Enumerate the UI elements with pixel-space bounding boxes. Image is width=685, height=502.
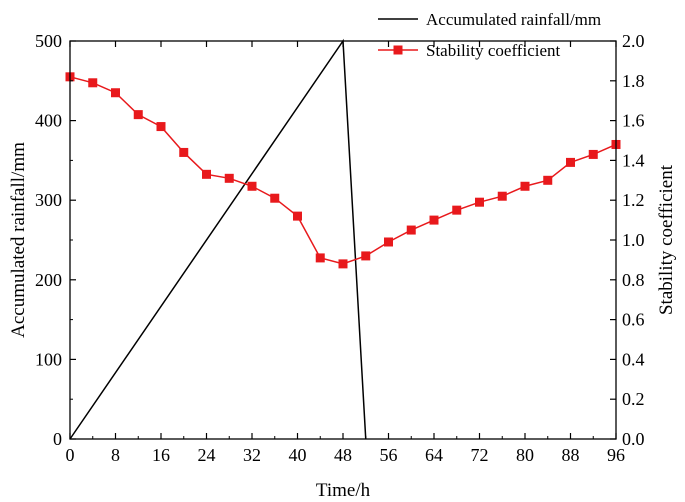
x-axis-title: Time/h	[316, 480, 371, 501]
stability-point	[111, 88, 120, 98]
stability-point	[475, 197, 484, 207]
stability-point	[224, 173, 234, 183]
stability-point	[406, 225, 416, 235]
right-y-tick-label: 2.0	[622, 31, 645, 51]
right-y-axis-title: Stability coefficient	[656, 164, 677, 315]
stability-point	[588, 149, 598, 159]
x-tick-label: 88	[562, 445, 580, 465]
stability-point	[247, 181, 257, 191]
x-tick-label: 56	[380, 445, 398, 465]
x-tick-label: 64	[425, 445, 443, 465]
stability-point	[202, 169, 211, 179]
stability-point	[452, 205, 462, 215]
right-y-tick-label: 1.2	[622, 190, 645, 210]
legend-rainfall-label: Accumulated rainfall/mm	[426, 10, 601, 29]
legend: Accumulated rainfall/mm Stability coeffi…	[378, 10, 601, 60]
stability-point	[88, 78, 98, 88]
left-y-tick-label: 300	[35, 190, 62, 210]
x-tick-label: 80	[516, 445, 534, 465]
stability-point	[497, 191, 507, 201]
right-y-tick-label: 0.2	[622, 389, 645, 409]
stability-point	[566, 157, 575, 167]
x-tick-label: 96	[607, 445, 625, 465]
right-y-tick-label: 1.8	[622, 71, 645, 91]
left-y-tick-label: 100	[35, 349, 62, 369]
stability-point	[384, 237, 393, 247]
stability-point	[156, 122, 166, 132]
legend-stability-marker-swatch	[393, 45, 403, 55]
x-tick-label: 32	[243, 445, 261, 465]
stability-point	[133, 110, 143, 120]
x-tick-label: 0	[66, 445, 75, 465]
x-tick-label: 48	[334, 445, 352, 465]
left-y-tick-label: 500	[35, 31, 62, 51]
x-tick-label: 72	[471, 445, 489, 465]
stability-point	[293, 211, 302, 221]
left-y-axis-title: Accumulated rainfall/mm	[8, 142, 29, 338]
stability-point	[361, 251, 371, 261]
stability-point	[429, 215, 439, 225]
x-tick-label: 16	[152, 445, 170, 465]
right-y-tick-label: 1.4	[622, 150, 645, 170]
right-y-tick-label: 0.8	[622, 270, 645, 290]
x-tick-label: 40	[289, 445, 307, 465]
left-y-tick-label: 200	[35, 270, 62, 290]
x-tick-label: 8	[111, 445, 120, 465]
right-y-tick-label: 0.0	[622, 429, 645, 449]
x-tick-label: 24	[198, 445, 216, 465]
right-y-tick-label: 1.0	[622, 230, 645, 250]
stability-point	[520, 181, 530, 191]
stability-point	[315, 253, 325, 263]
left-y-tick-label: 0	[53, 429, 62, 449]
right-y-tick-label: 0.4	[622, 349, 645, 369]
stability-point	[270, 193, 280, 203]
ticks-layer: 0 8 16 24 32 40 48 56 64 72 80 88 96 0 100 200 300 400 500…	[35, 31, 645, 465]
legend-stability-label: Stability coefficient	[426, 41, 561, 60]
right-y-tick-label: 0.6	[622, 310, 645, 330]
stability-point	[179, 147, 189, 157]
right-y-tick-label: 1.6	[622, 111, 645, 131]
left-y-tick-label: 400	[35, 111, 62, 131]
stability-point	[543, 175, 553, 185]
stability-point	[338, 259, 348, 269]
